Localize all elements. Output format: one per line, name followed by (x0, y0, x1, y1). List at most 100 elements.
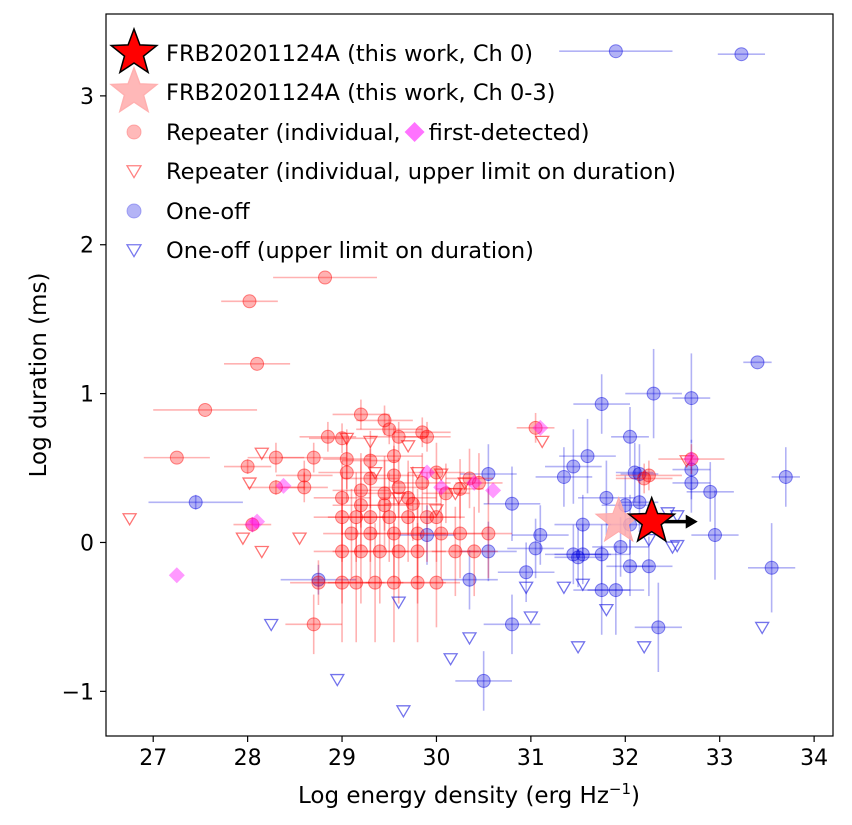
repeater-point (382, 510, 397, 525)
repeater-upper-limit-point (391, 492, 407, 506)
first-detected-point (433, 479, 450, 496)
x-tick-label: 32 (611, 746, 639, 771)
repeater-point (242, 294, 257, 309)
y-tick-label: 3 (80, 85, 94, 110)
one-off-point (608, 44, 623, 59)
repeater-point (386, 526, 401, 541)
legend-label: Repeater (individual, upper limit on dur… (166, 159, 676, 185)
y-tick-label: 1 (80, 383, 94, 408)
one-off-point (481, 544, 496, 559)
one-off-point (571, 550, 586, 565)
one-off-point (462, 572, 477, 587)
legend-label: FRB20201124A (this work, Ch 0) (166, 41, 533, 67)
first-detected-point (485, 482, 502, 499)
repeater-upper-limit-point (433, 468, 449, 482)
one-off-point (764, 560, 779, 575)
one-off-point (684, 462, 699, 477)
repeater-upper-limit-point (121, 513, 138, 527)
one-off-point (528, 541, 543, 556)
repeater-point (391, 544, 406, 559)
repeater-upper-limit-point (291, 532, 308, 546)
legend-diamond-marker (404, 122, 425, 142)
repeater-point (467, 544, 482, 559)
legend-circle-marker (126, 203, 142, 219)
repeater-point (377, 413, 392, 428)
one-off-point (566, 547, 581, 562)
x-tick-label: 33 (706, 746, 734, 771)
repeater-point (245, 517, 260, 532)
repeater-point (240, 459, 255, 474)
y-tick-label: −1 (62, 680, 94, 705)
legend-circle-marker (126, 124, 142, 140)
one-off-point (599, 490, 614, 505)
repeater-point (391, 429, 406, 444)
one-off-point (519, 565, 534, 580)
one-off-point (623, 429, 638, 444)
one-off-point (684, 475, 699, 490)
one-off-point (476, 673, 491, 688)
first-detected-point (275, 477, 292, 494)
repeater-point (318, 270, 333, 285)
repeater-upper-limit-point (409, 466, 426, 480)
repeater-point (349, 510, 364, 525)
repeater-point (434, 526, 449, 541)
repeater-upper-limit-point (457, 477, 473, 491)
one-off-upper-limit-point (570, 641, 586, 655)
one-off-upper-limit-point (669, 510, 685, 524)
legend-triangle-marker (125, 244, 143, 258)
one-off-point (580, 449, 595, 464)
y-axis-label: Log duration (ms) (26, 273, 52, 478)
y-tick-label: 0 (80, 531, 94, 556)
one-off-upper-limit-point (575, 578, 591, 592)
first-detected-point (419, 464, 436, 481)
repeater-point (641, 468, 656, 483)
one-off-point (556, 469, 571, 484)
repeater-point (353, 407, 368, 422)
one-off-point (632, 466, 647, 481)
repeater-point (415, 425, 430, 440)
legend: FRB20201124A (this work, Ch 0) FRB2020112… (109, 26, 676, 264)
repeater-point (429, 575, 444, 590)
x-tick-label: 34 (800, 746, 828, 771)
repeater-point (320, 429, 335, 444)
one-off-point (778, 469, 793, 484)
x-axis-label-sup: −1 (609, 780, 631, 798)
repeater-point (363, 510, 378, 525)
one-off-point (504, 496, 519, 511)
one-off-point (613, 539, 628, 554)
one-off-upper-limit-point (442, 653, 459, 667)
repeater-point (268, 480, 283, 495)
one-off-point (188, 495, 203, 510)
repeater-point (405, 496, 420, 511)
one-off-upper-limit-point (636, 641, 652, 655)
one-off-point (641, 559, 656, 574)
one-off-point (707, 528, 722, 543)
repeater-point (344, 526, 359, 541)
repeater-point (250, 356, 265, 371)
repeater-point (420, 429, 435, 444)
repeater-point (349, 575, 364, 590)
y-tick-label: 2 (80, 234, 94, 259)
one-off-upper-limit-point (395, 705, 412, 719)
one-off-upper-limit-point (523, 611, 539, 625)
repeater-point (382, 422, 397, 437)
repeater-point (353, 498, 368, 513)
repeater-upper-limit-point (400, 440, 416, 454)
frb-ch0-star (626, 495, 677, 543)
one-off-upper-limit-point (641, 533, 657, 547)
one-off-point (627, 465, 642, 480)
repeater-point (377, 498, 392, 513)
one-off-point (311, 572, 326, 587)
repeater-point (335, 575, 350, 590)
repeater-point (420, 510, 435, 525)
repeater-point (335, 490, 350, 505)
repeater-point (448, 544, 463, 559)
one-off-upper-limit-point (669, 539, 685, 553)
repeater-point (377, 486, 392, 501)
one-off-upper-limit-point (598, 603, 615, 617)
repeater-upper-limit-point (254, 447, 270, 461)
repeater-point (410, 544, 425, 559)
first-detected-point (466, 474, 483, 491)
first-detected-point (244, 516, 261, 533)
